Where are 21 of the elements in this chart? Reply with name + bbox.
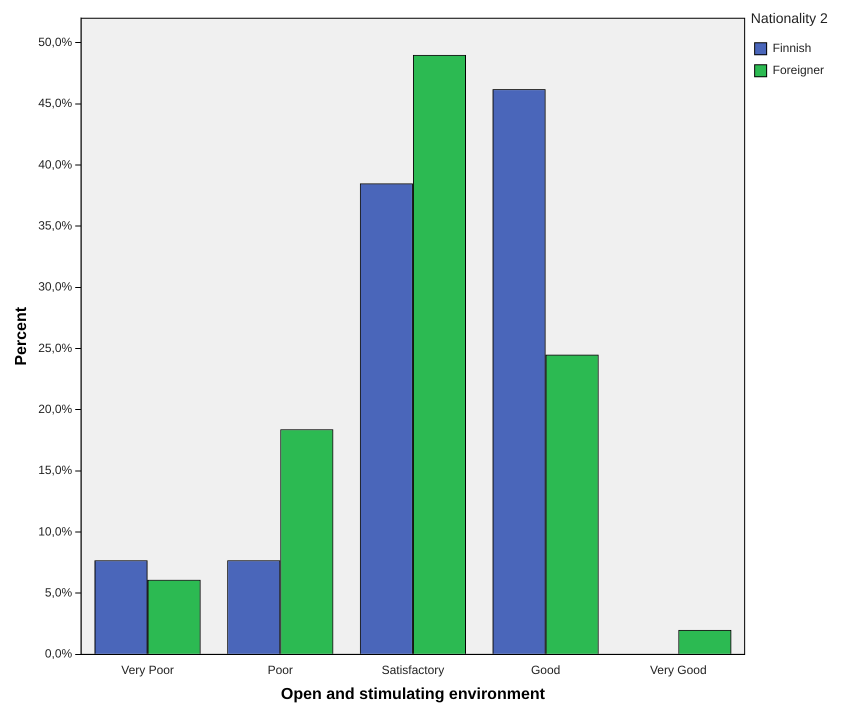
- y-tick-label: 35,0%: [38, 218, 73, 232]
- y-tick-label: 50,0%: [38, 34, 73, 49]
- y-tick-label: 25,0%: [38, 340, 73, 355]
- y-tick-label: 0,0%: [44, 646, 73, 661]
- legend-title: Nationality 2: [750, 10, 828, 26]
- legend-label: Finnish: [772, 41, 812, 56]
- x-tick-label: Very Poor: [121, 662, 174, 677]
- y-tick-label: 5,0%: [44, 586, 73, 600]
- y-tick-label: 20,0%: [38, 402, 73, 416]
- legend-label: Foreigner: [772, 63, 824, 78]
- y-tick-label: 40,0%: [38, 157, 73, 172]
- x-tick-label: Good: [530, 662, 560, 677]
- y-tick-label: 30,0%: [38, 280, 73, 294]
- y-tick-label: 15,0%: [38, 463, 73, 478]
- y-tick-label: 45,0%: [38, 96, 73, 110]
- x-axis-title: Open and stimulating environment: [280, 686, 546, 703]
- y-axis-title: Percent: [13, 306, 30, 366]
- x-tick-label: Poor: [268, 662, 293, 677]
- x-tick-label: Very Good: [650, 662, 707, 677]
- y-tick-label: 10,0%: [38, 524, 73, 538]
- x-tick-label: Satisfactory: [382, 662, 444, 677]
